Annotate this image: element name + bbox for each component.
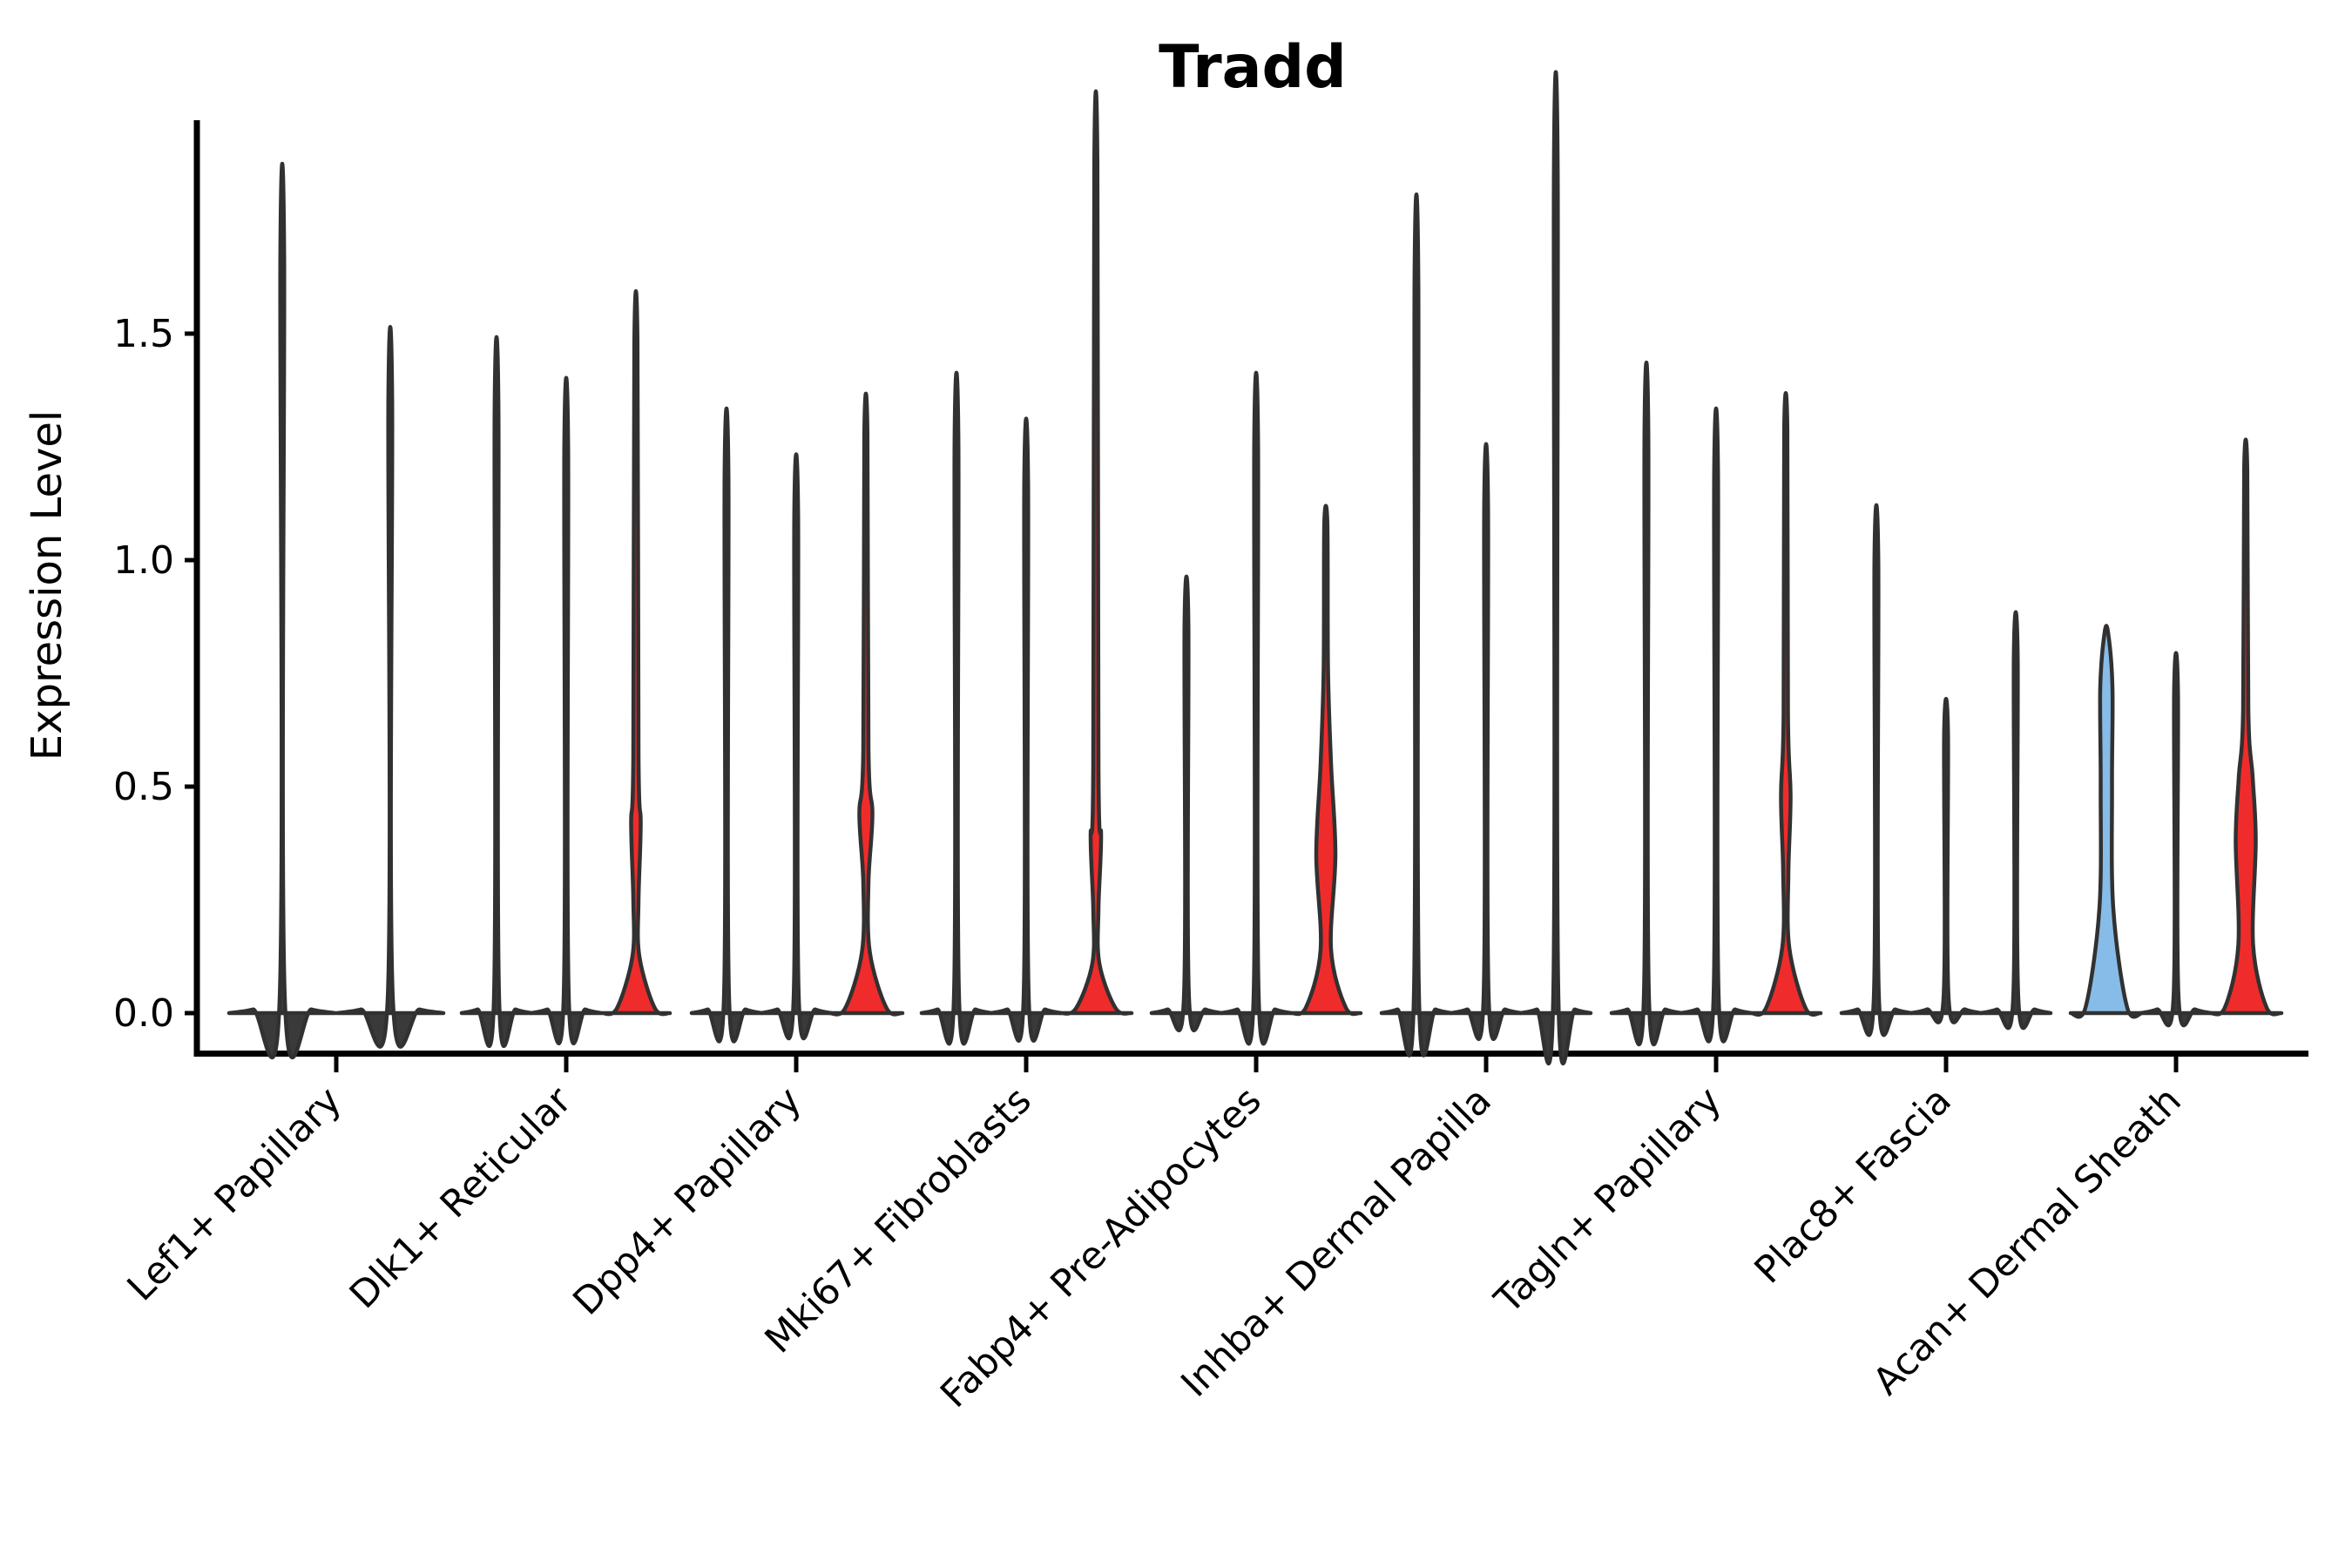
violin — [1379, 193, 1454, 1058]
violin — [335, 324, 446, 1049]
violin — [1978, 610, 2053, 1031]
violin — [827, 391, 905, 1017]
violin — [2207, 437, 2284, 1017]
violin — [1839, 503, 1914, 1037]
y-tick-label: 0.5 — [113, 765, 174, 809]
violin — [989, 416, 1064, 1043]
violin — [226, 162, 338, 1060]
violin — [529, 375, 604, 1045]
y-tick-label: 0.0 — [113, 991, 174, 1036]
violin — [1058, 89, 1134, 1016]
violin — [1909, 697, 1984, 1024]
violin — [1748, 391, 1823, 1017]
violin — [2139, 651, 2213, 1028]
violin — [1449, 442, 1524, 1042]
violin — [759, 452, 834, 1041]
violins-layer — [226, 70, 2284, 1065]
y-axis-label: Expression Level — [23, 410, 71, 761]
violin — [1609, 361, 1684, 1047]
violin — [459, 335, 534, 1048]
chart-title: Tradd — [1159, 33, 1347, 102]
violin — [1288, 504, 1363, 1017]
violin — [1518, 70, 1593, 1065]
y-axis-ticks: 0.0 0.5 1.0 1.5 — [113, 312, 197, 1036]
y-tick-label: 1.0 — [113, 538, 174, 583]
y-tick-label: 1.5 — [113, 312, 174, 356]
violin — [1679, 406, 1754, 1044]
violin — [1219, 370, 1294, 1046]
violin — [919, 370, 994, 1046]
violin — [599, 289, 672, 1017]
violin — [689, 406, 764, 1044]
violin — [1149, 574, 1224, 1032]
violin — [2068, 624, 2145, 1019]
